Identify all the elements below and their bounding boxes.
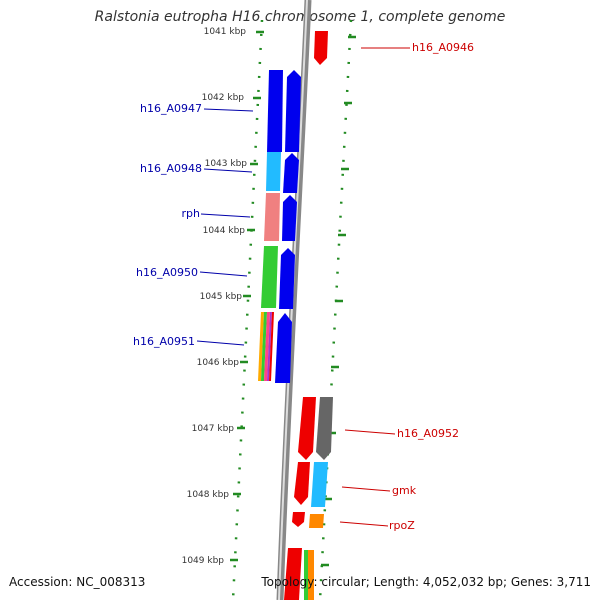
gene-h16_A0948 — [266, 152, 281, 191]
ruler-label-1046: 1046 kbp — [197, 358, 240, 368]
map-title: Ralstonia eutropha H16 chromosome 1, com… — [94, 9, 506, 25]
label-gmk: gmk — [392, 484, 417, 497]
gene-bottom-red — [284, 548, 302, 600]
gene-h16_A0952-red — [298, 397, 316, 460]
gene-h16_A0951-b — [275, 313, 292, 383]
ruler-label-1048: 1048 kbp — [187, 490, 230, 500]
gene-rph-b — [282, 195, 297, 241]
label-rph: rph — [182, 207, 201, 220]
label-h16_A0952: h16_A0952 — [397, 427, 459, 440]
gene-gmk-cyan — [311, 462, 328, 507]
ruler-label-1049: 1049 kbp — [182, 556, 225, 566]
label-h16_A0948: h16_A0948 — [140, 162, 202, 175]
inner-tick-marks — [230, 30, 264, 562]
ruler-label-1047: 1047 kbp — [192, 424, 235, 434]
gene-h16_A0947-b — [285, 70, 301, 152]
label-h16_A0951: h16_A0951 — [133, 335, 195, 348]
ruler-label-1041: 1041 kbp — [204, 27, 247, 37]
gene-rpoZ-red — [292, 512, 305, 527]
inner-tick-ring — [231, 19, 264, 600]
label-h16_A0946: h16_A0946 — [412, 41, 474, 54]
ruler-labels: 1041 kbp 1042 kbp 1043 kbp 1044 kbp 1045… — [182, 27, 248, 566]
leader-lines — [196, 47, 410, 527]
gene-rph — [264, 193, 280, 241]
gene-h16_A0951-stripes — [258, 312, 274, 381]
gene-h16_A0947 — [267, 70, 283, 152]
ruler-label-1045: 1045 kbp — [200, 292, 243, 302]
label-h16_A0950: h16_A0950 — [136, 266, 198, 279]
label-h16_A0947: h16_A0947 — [140, 102, 202, 115]
gene-h16_A0950-b — [279, 248, 295, 309]
gene-labels: h16_A0946 h16_A0947 h16_A0948 rph h16_A0… — [133, 41, 474, 532]
gene-gmk-red — [294, 462, 310, 505]
ruler-label-1042: 1042 kbp — [202, 93, 245, 103]
outer-tick-ring — [318, 19, 353, 600]
gene-h16_A0952-gray — [316, 397, 333, 460]
reverse-strand-genes — [284, 31, 333, 600]
gene-h16_A0950 — [261, 246, 278, 308]
label-rpoZ: rpoZ — [389, 519, 415, 532]
ruler-label-1043: 1043 kbp — [205, 159, 248, 169]
gene-h16_A0948-b — [283, 153, 299, 193]
ruler-label-1044: 1044 kbp — [203, 226, 246, 236]
gene-h16_A0946 — [314, 31, 328, 65]
genome-stats-text: Topology: circular; Length: 4,052,032 bp… — [261, 575, 591, 589]
accession-text: Accession: NC_008313 — [9, 575, 146, 589]
gene-rpoZ-orange — [309, 514, 324, 528]
forward-strand-genes — [258, 70, 301, 383]
